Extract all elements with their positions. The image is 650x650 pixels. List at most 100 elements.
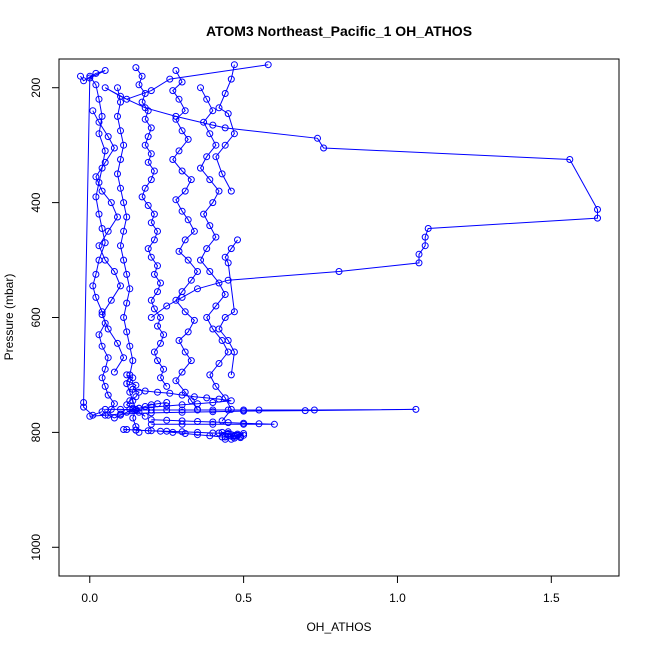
data-point (135, 408, 143, 416)
data-point (194, 400, 201, 408)
data-point (566, 156, 574, 163)
data-point (104, 133, 112, 141)
data-point (206, 432, 214, 440)
data-point (98, 374, 106, 382)
data-point (101, 84, 109, 92)
data-point (95, 242, 103, 250)
data-point (114, 213, 121, 221)
data-point (230, 130, 238, 138)
data-point (181, 236, 189, 244)
data-point (230, 348, 238, 356)
data-point (147, 420, 155, 428)
data-point (147, 176, 155, 184)
data-point (123, 401, 131, 409)
data-point (101, 158, 109, 166)
data-point (147, 406, 155, 414)
data-point (421, 233, 429, 241)
data-point (101, 147, 109, 155)
data-point (415, 250, 423, 258)
data-point (190, 393, 198, 401)
data-point (126, 378, 134, 386)
data-point (154, 388, 161, 396)
data-point (120, 354, 128, 362)
data-point (157, 314, 164, 321)
data-point (110, 400, 118, 408)
data-point (114, 339, 121, 347)
data-point (110, 144, 118, 152)
data-point (227, 371, 235, 379)
data-point (172, 196, 180, 204)
data-point (95, 95, 103, 103)
data-point (203, 314, 211, 321)
data-point (206, 268, 214, 275)
data-point (209, 107, 217, 115)
data-point (138, 193, 146, 201)
plot-frame (58, 58, 620, 577)
data-point (92, 69, 100, 77)
data-point (95, 118, 103, 126)
data-point (80, 399, 88, 406)
data-point (215, 325, 223, 333)
data-point (95, 179, 103, 186)
data-point (264, 61, 272, 69)
data-point (215, 279, 223, 287)
data-point (184, 256, 192, 264)
data-point (203, 245, 211, 253)
data-point (172, 296, 180, 304)
series-lines (80, 64, 598, 440)
data-point (301, 407, 309, 415)
data-point (209, 399, 217, 406)
data-point (92, 173, 100, 181)
data-point (110, 368, 118, 376)
data-point (421, 242, 429, 250)
data-point (117, 98, 124, 106)
data-point (172, 112, 180, 120)
series-line (135, 67, 168, 387)
data-point (132, 423, 140, 431)
data-point (209, 418, 217, 426)
data-point (147, 124, 155, 132)
data-point (157, 427, 164, 435)
data-point (98, 187, 106, 195)
data-point (206, 176, 214, 184)
data-point (224, 259, 232, 267)
data-point (224, 110, 232, 118)
data-point (178, 401, 186, 409)
data-point (160, 331, 168, 339)
data-point (169, 156, 177, 163)
data-point (221, 291, 229, 298)
data-point (141, 412, 149, 420)
data-point (163, 406, 171, 414)
data-point (230, 61, 238, 69)
data-point (215, 187, 223, 195)
data-point (194, 285, 201, 293)
data-point (154, 227, 161, 235)
data-point (178, 406, 186, 414)
data-point (178, 288, 186, 296)
data-point (221, 141, 229, 149)
data-point (206, 130, 214, 138)
data-point (110, 414, 118, 422)
data-point (240, 420, 248, 428)
data-point (123, 270, 131, 278)
data-point (80, 77, 88, 85)
data-point (415, 259, 423, 267)
data-point (221, 435, 229, 443)
data-point (92, 193, 100, 201)
data-point (101, 365, 109, 373)
data-point (104, 227, 112, 235)
data-point (194, 268, 201, 275)
data-point (154, 262, 161, 270)
x-tick-label: 0.0 (81, 591, 98, 605)
data-point (594, 206, 601, 213)
data-point (178, 167, 186, 175)
data-point (424, 225, 432, 232)
data-point (147, 150, 155, 158)
data-point (175, 95, 183, 103)
data-point (187, 357, 195, 365)
data-point (114, 170, 121, 178)
data-point (224, 337, 232, 344)
data-point (150, 236, 158, 244)
data-point (150, 348, 158, 356)
